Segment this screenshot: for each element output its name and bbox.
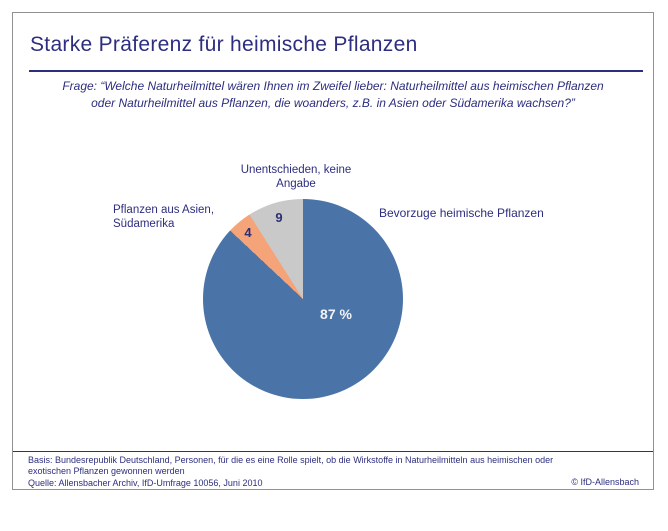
- quelle-line: Quelle: Allensbacher Archiv, IfD-Umfrage…: [28, 477, 263, 488]
- slice-value-bevorzuge: 87 %: [320, 306, 352, 322]
- page-title: Starke Präferenz für heimische Pflanzen: [30, 33, 418, 56]
- slice-label-bevorzuge: Bevorzuge heimische Pflanzen: [379, 206, 544, 220]
- copyright-note: © IfD-Allensbach: [571, 477, 639, 487]
- footer-divider: [13, 451, 653, 452]
- slice-value-unentschieden: 9: [275, 210, 283, 225]
- basis-line2: exotischen Pflanzen gewonnen werden: [28, 466, 185, 477]
- chart-frame: Starke Präferenz für heimische Pflanzen …: [12, 12, 654, 490]
- pie-chart: [203, 199, 403, 399]
- slice-label-unentschieden: Unentschieden, keine Angabe: [240, 164, 352, 190]
- slice-value-asien: 4: [244, 225, 252, 240]
- footer-source-block: Basis: Bundesrepublik Deutschland, Perso…: [28, 455, 553, 489]
- survey-question-line2: oder Naturheilmittel aus Pflanzen, die w…: [91, 96, 575, 110]
- survey-question-line1: Frage: “Welche Naturheilmittel wären Ihn…: [62, 79, 604, 93]
- slice-label-asien: Pflanzen aus Asien, Südamerika: [113, 204, 215, 230]
- survey-question: Frage: “Welche Naturheilmittel wären Ihn…: [13, 78, 653, 112]
- title-divider: [29, 70, 643, 72]
- basis-line1: Basis: Bundesrepublik Deutschland, Perso…: [28, 455, 554, 465]
